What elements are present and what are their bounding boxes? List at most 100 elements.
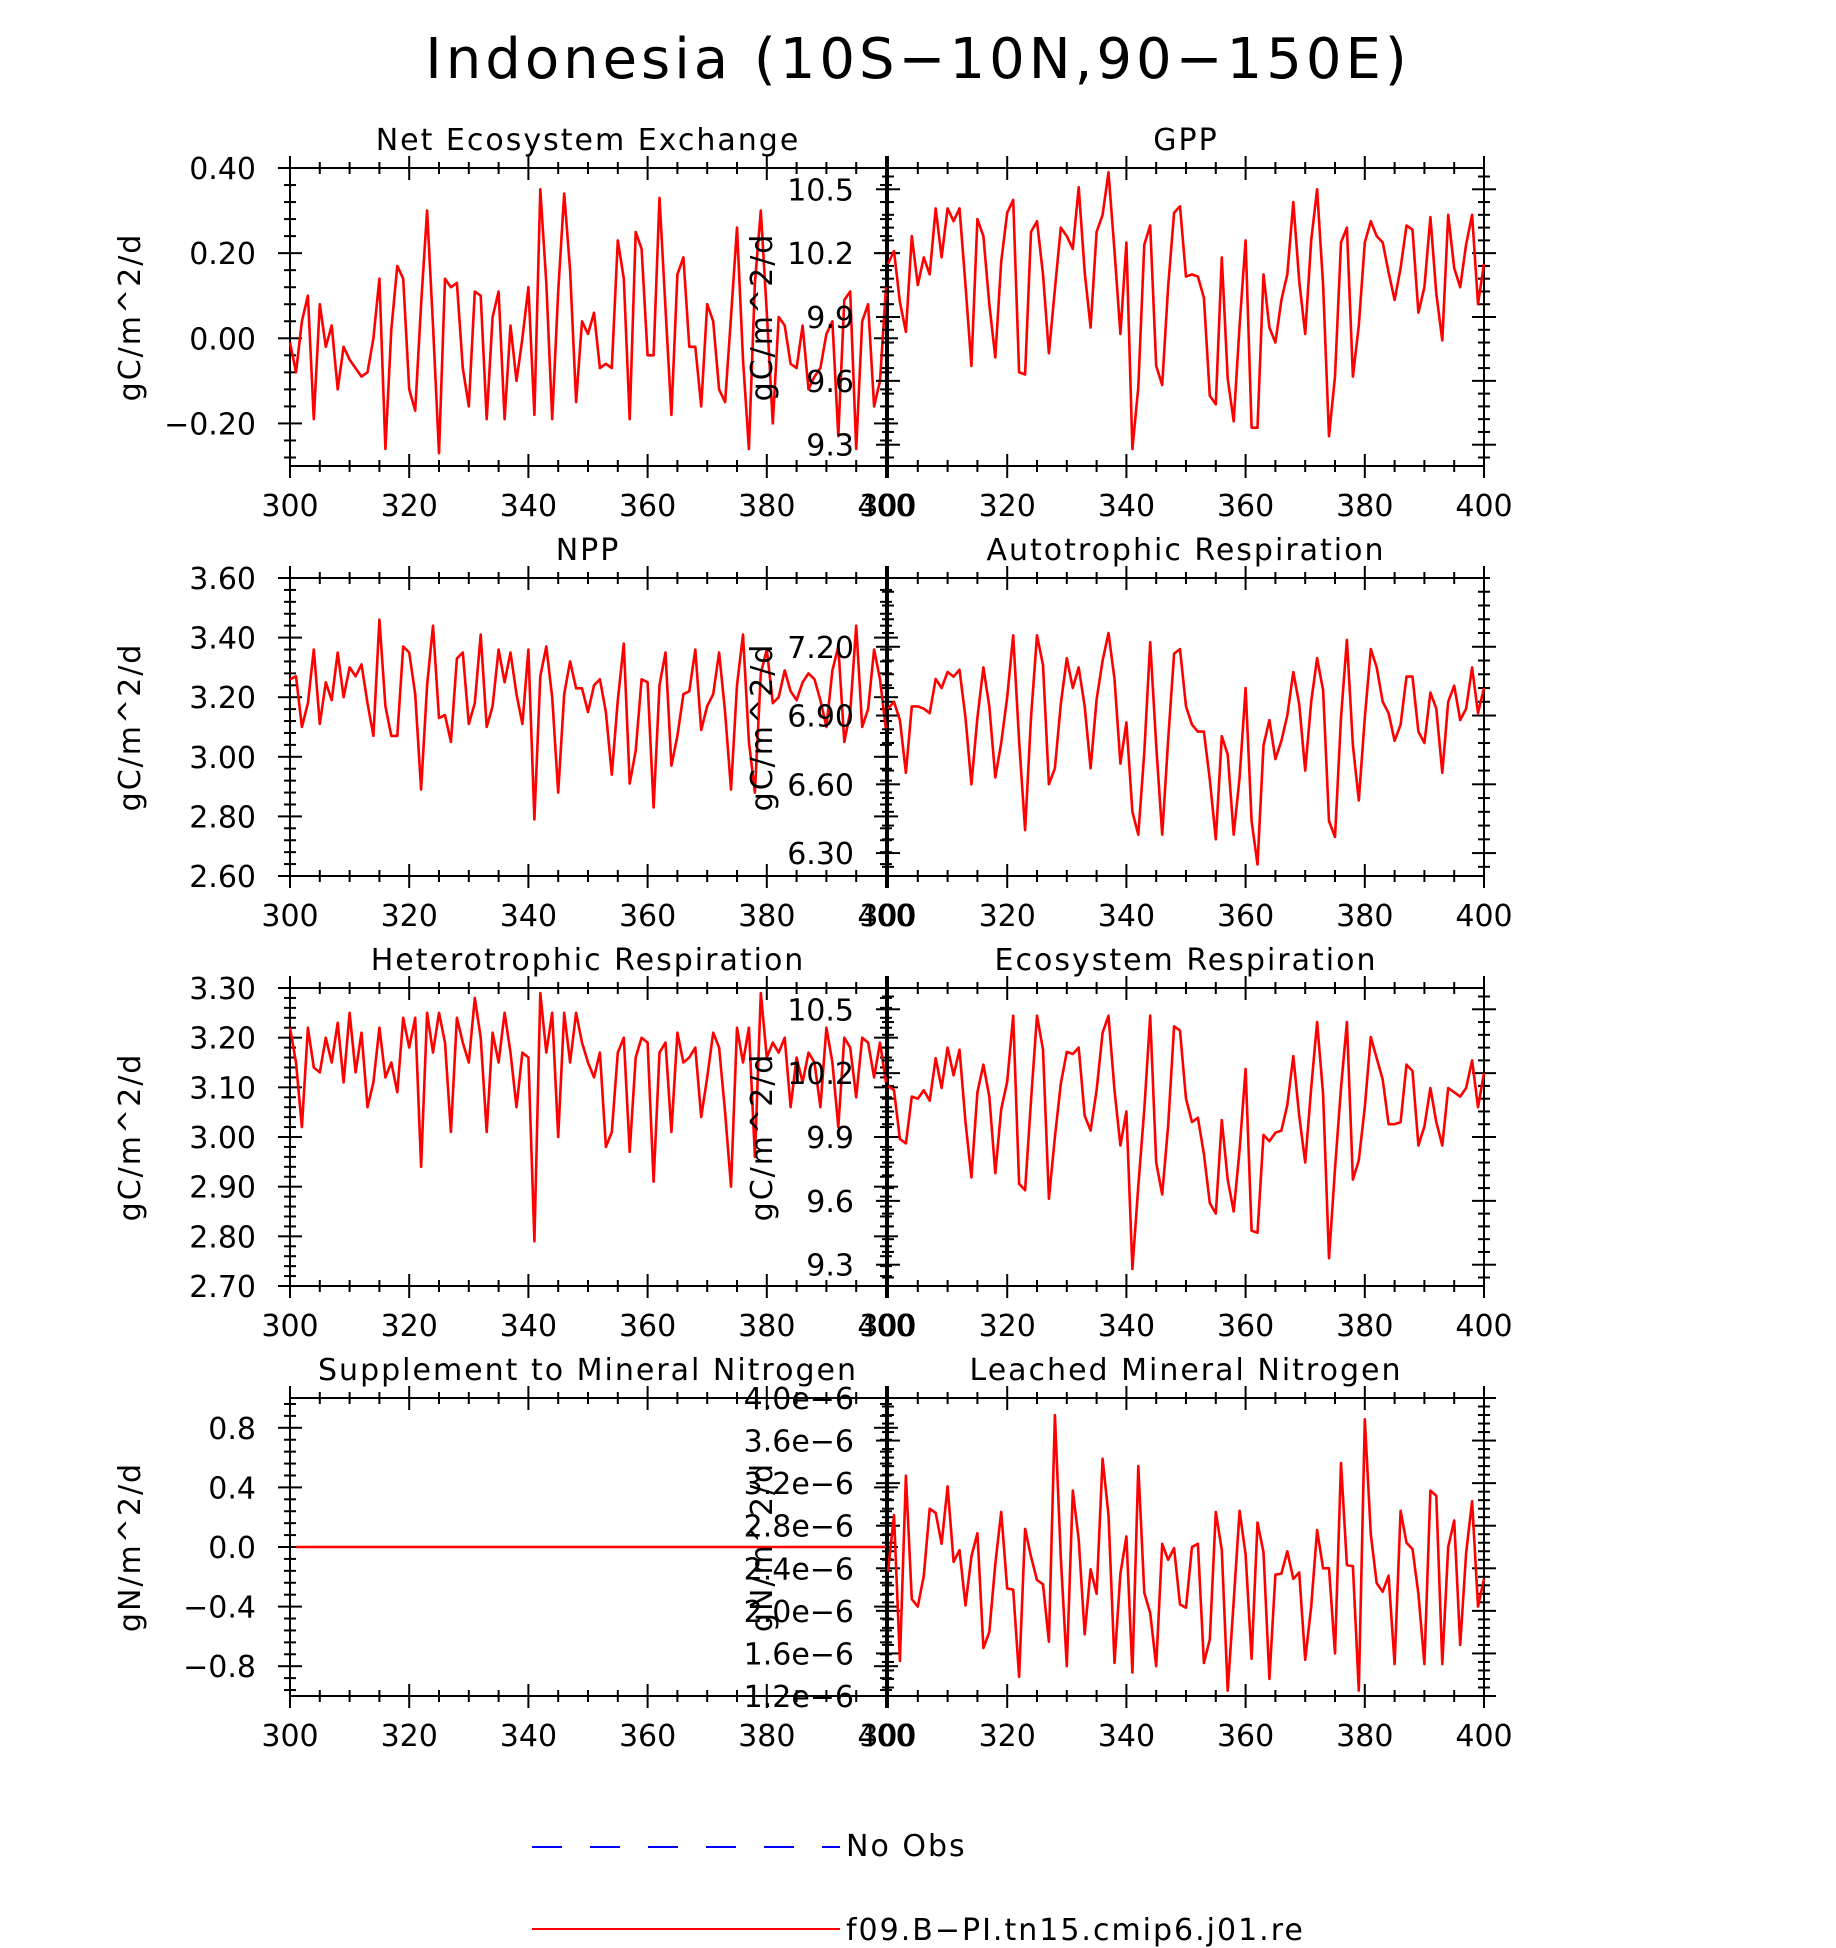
panel-title: Leached Mineral Nitrogen — [970, 1353, 1403, 1388]
y-tick-label: 6.90 — [787, 700, 854, 735]
y-tick-label: 0.0 — [208, 1531, 256, 1566]
y-tick-label: 0.20 — [189, 237, 256, 272]
x-tick-label: 400 — [1455, 1719, 1512, 1754]
y-tick-label: −0.4 — [183, 1591, 256, 1626]
y-tick-label: 3.00 — [189, 741, 256, 776]
y-tick-label: 9.9 — [806, 1121, 854, 1156]
y-tick-label: 2.60 — [189, 860, 256, 895]
plot-frame — [887, 987, 1485, 1287]
y-tick-label: 3.20 — [189, 1022, 256, 1057]
x-tick-label: 340 — [1098, 489, 1155, 524]
x-tick-label: 320 — [979, 1309, 1036, 1344]
y-axis-label: gC/m^2/d — [113, 233, 148, 402]
panel-leached-mineral-nitrogen: Leached Mineral Nitrogen 300 320 340 360 380 4… — [744, 1353, 1513, 1754]
y-tick-label: 1.6e−6 — [744, 1637, 854, 1672]
x-tick-label: 380 — [738, 489, 795, 524]
y-tick-label: 9.3 — [806, 1249, 854, 1284]
series-line — [289, 618, 888, 821]
x-tick-label: 300 — [859, 489, 916, 524]
x-tick-label: 360 — [1217, 1719, 1274, 1754]
y-tick-label: 4.0e−6 — [744, 1382, 854, 1417]
y-tick-label: 0.00 — [189, 322, 256, 357]
y-tick-label: 3.30 — [189, 972, 256, 1007]
x-tick-label: 340 — [500, 489, 557, 524]
y-tick-label: 3.6e−6 — [744, 1425, 854, 1460]
legend-item-no-obs: No Obs — [532, 1829, 967, 1864]
y-tick-label: 2.70 — [189, 1270, 256, 1305]
y-tick-label: 9.9 — [806, 301, 854, 336]
y-tick-label: 2.80 — [189, 800, 256, 835]
x-tick-label: 400 — [857, 899, 914, 934]
y-tick-label: 3.00 — [189, 1121, 256, 1156]
y-tick-label: −0.8 — [183, 1650, 256, 1685]
x-tick-label: 380 — [1336, 899, 1393, 934]
x-tick-label: 400 — [857, 1309, 914, 1344]
series-line — [887, 1014, 1486, 1271]
y-tick-label: 9.6 — [806, 1185, 854, 1220]
panel-net-ecosystem-exchange: Net Ecosystem Exchange 300 320 340 360 380 400… — [113, 123, 915, 524]
series-line — [886, 171, 1486, 451]
x-tick-label: 360 — [619, 899, 676, 934]
x-tick-label: 320 — [381, 489, 438, 524]
y-tick-label: 2.8e−6 — [744, 1510, 854, 1545]
y-tick-label: 2.0e−6 — [744, 1595, 854, 1630]
x-tick-label: 360 — [1217, 1309, 1274, 1344]
y-tick-label: 3.2e−6 — [744, 1467, 854, 1502]
x-tick-label: 360 — [619, 1309, 676, 1344]
x-tick-label: 300 — [859, 1719, 916, 1754]
x-tick-label: 300 — [261, 1719, 318, 1754]
panel-title: Net Ecosystem Exchange — [376, 123, 801, 158]
x-tick-label: 380 — [738, 899, 795, 934]
x-tick-label: 320 — [979, 1719, 1036, 1754]
x-tick-label: 320 — [381, 1719, 438, 1754]
x-tick-label: 340 — [500, 1309, 557, 1344]
x-tick-label: 360 — [619, 1719, 676, 1754]
y-tick-label: 0.8 — [208, 1412, 256, 1447]
x-tick-label: 340 — [1098, 1719, 1155, 1754]
x-tick-label: 380 — [1336, 1719, 1393, 1754]
series-line — [887, 631, 1486, 866]
x-tick-label: 360 — [1217, 899, 1274, 934]
x-tick-label: 340 — [500, 1719, 557, 1754]
x-tick-label: 400 — [857, 489, 914, 524]
y-axis-label: gN/m^2/d — [113, 1462, 148, 1632]
x-tick-label: 400 — [1455, 489, 1512, 524]
series-line — [886, 1413, 1486, 1692]
plot-frame — [289, 167, 887, 467]
y-axis-label: gC/m^2/d — [745, 1053, 780, 1222]
x-tick-label: 380 — [1336, 1309, 1393, 1344]
y-tick-label: 2.80 — [189, 1220, 256, 1255]
y-axis-label: gC/m^2/d — [113, 643, 148, 812]
y-tick-label: 1.2e−6 — [744, 1680, 854, 1715]
legend-label-model-run: f09.B−PI.tn15.cmip6.j01.re — [846, 1913, 1305, 1948]
panel-title: Heterotrophic Respiration — [371, 943, 806, 978]
x-tick-label: 380 — [738, 1719, 795, 1754]
y-tick-label: 10.5 — [787, 173, 854, 208]
panel-title: Supplement to Mineral Nitrogen — [318, 1353, 858, 1388]
x-tick-label: 320 — [979, 899, 1036, 934]
x-tick-label: 300 — [261, 899, 318, 934]
y-axis-label: gC/m^2/d — [745, 233, 780, 402]
x-tick-label: 340 — [1098, 899, 1155, 934]
legend: No Obs f09.B−PI.tn15.cmip6.j01.re — [532, 1829, 1305, 1948]
y-tick-label: 0.40 — [189, 152, 256, 187]
panel-title: GPP — [1153, 123, 1218, 158]
x-tick-label: 340 — [500, 899, 557, 934]
x-tick-label: 320 — [979, 489, 1036, 524]
y-tick-label: 2.4e−6 — [744, 1552, 854, 1587]
x-tick-label: 400 — [857, 1719, 914, 1754]
y-tick-label: 6.30 — [787, 837, 854, 872]
y-axis-label: gC/m^2/d — [113, 1053, 148, 1222]
x-tick-label: 340 — [1098, 1309, 1155, 1344]
y-tick-label: 2.90 — [189, 1171, 256, 1206]
legend-label-no-obs: No Obs — [846, 1829, 967, 1864]
panel-npp: NPP 300 320 340 360 380 400 2.60 2.80 3.00 3.20 3.4… — [113, 533, 915, 934]
y-tick-label: 10.5 — [787, 993, 854, 1028]
panel-autotrophic-respiration: Autotrophic Respiration 300 320 340 360 380 40… — [745, 533, 1513, 934]
x-tick-label: 300 — [859, 899, 916, 934]
series-line — [288, 991, 888, 1243]
x-tick-label: 300 — [859, 1309, 916, 1344]
